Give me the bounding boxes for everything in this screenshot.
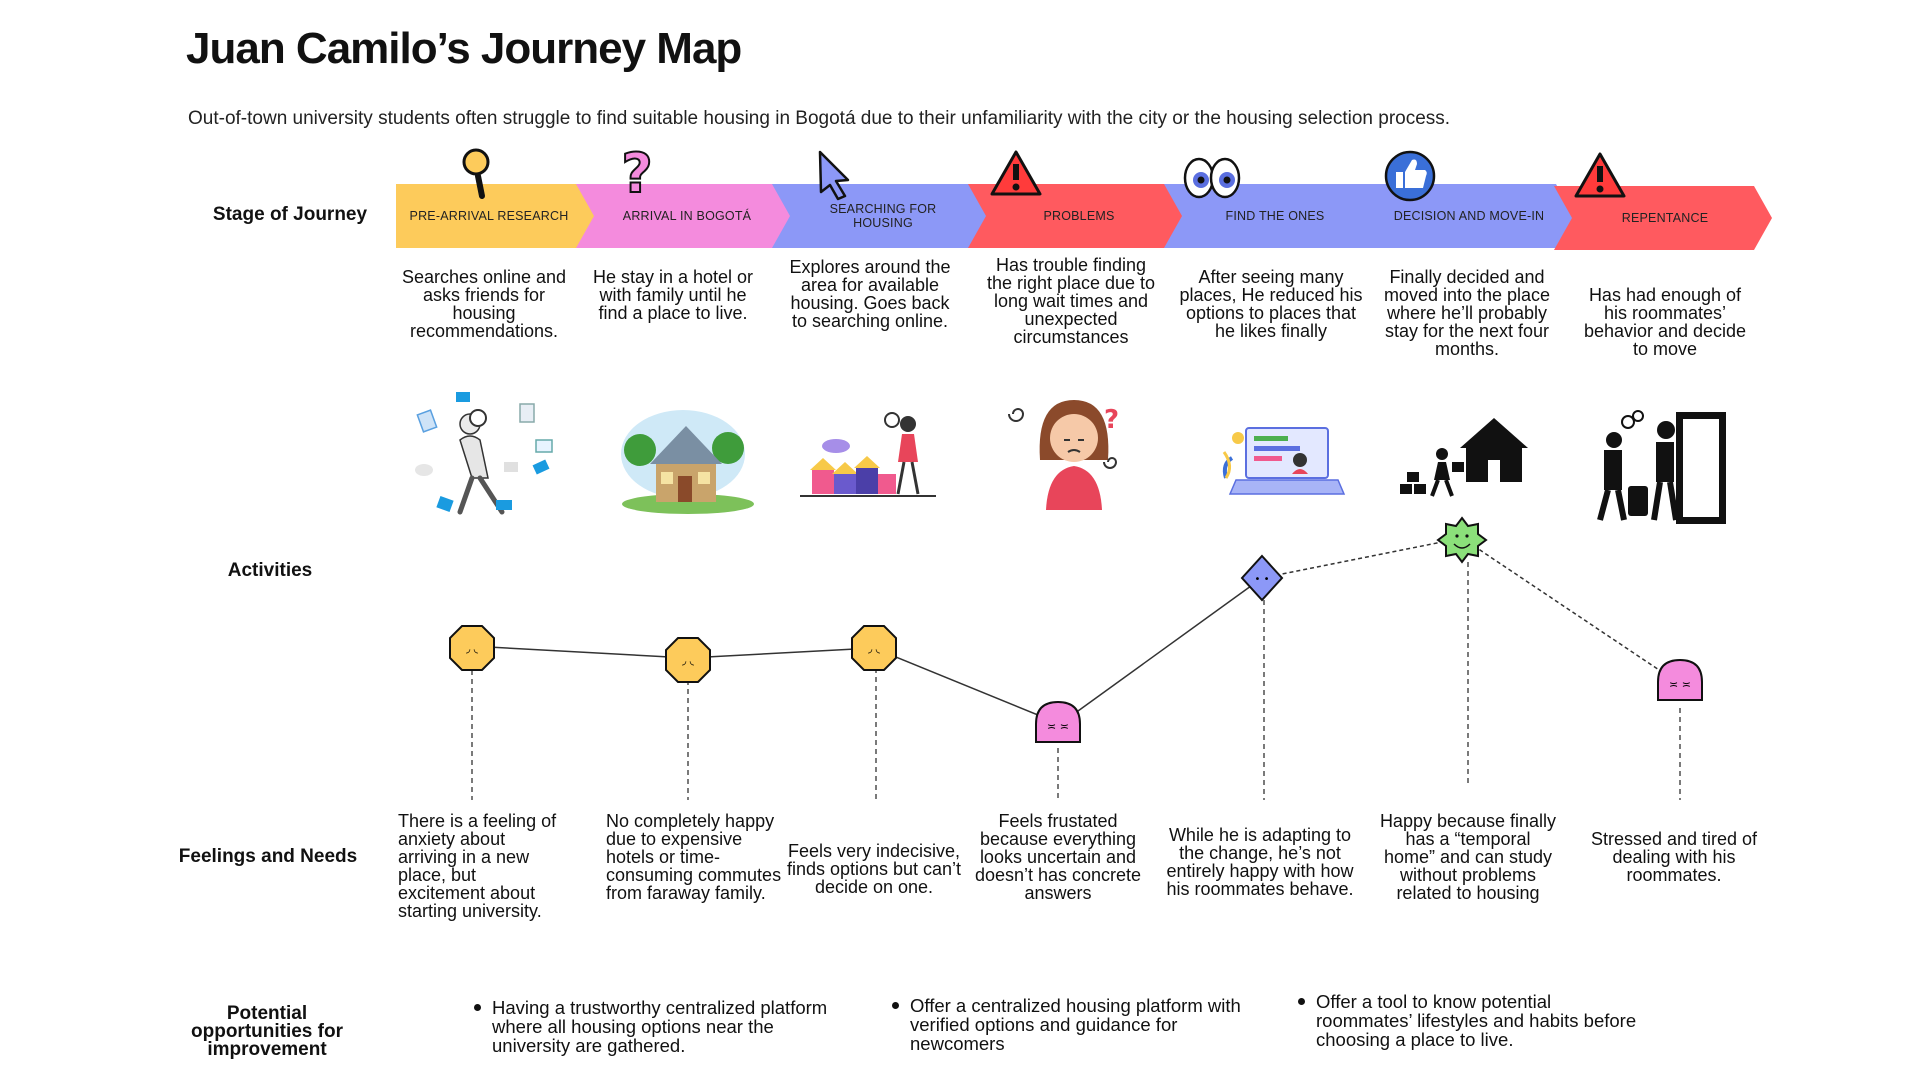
magnifier-icon	[462, 148, 490, 199]
svg-text:≍ ≍: ≍ ≍	[1669, 678, 1691, 691]
eyes-icon	[1183, 157, 1241, 199]
house-illustration	[621, 410, 754, 514]
thumbs-up-icon	[1384, 150, 1436, 202]
opportunity-item: Offer a centralized housing platform wit…	[888, 996, 1260, 1053]
svg-text:≍ ≍: ≍ ≍	[1047, 720, 1069, 733]
stage-arrow-1	[396, 184, 596, 248]
frustrated-face-icon: ≍ ≍	[1657, 658, 1703, 701]
opportunity-item: Having a trustworthy centralized platfor…	[470, 998, 832, 1055]
activity-text: Has had enough of his roommates’ behavio…	[1583, 285, 1747, 359]
warning-icon	[990, 150, 1042, 196]
activity-text: Has trouble finding the right place due …	[986, 255, 1156, 347]
row-label-opportunities: Potential opportunities for improvement	[191, 1003, 343, 1060]
stage-find-the-ones: FIND THE ONES	[1225, 209, 1325, 223]
stage-problems: PROBLEMS	[1043, 209, 1115, 223]
svg-text:◞ ◟: ◞ ◟	[465, 642, 479, 655]
feeling-text: Feels frustated because everything looks…	[974, 811, 1142, 903]
feeling-text: Happy because finally has a “temporal ho…	[1379, 811, 1557, 903]
svg-text:?: ?	[621, 142, 652, 205]
stage-pre-arrival: PRE-ARRIVAL RESEARCH	[409, 209, 569, 223]
activity-text: He stay in a hotel or with family until …	[592, 267, 754, 323]
activity-text: After seeing many places, He reduced his…	[1179, 267, 1363, 341]
stage-arrow-2	[576, 184, 792, 248]
svg-text:◞ ◟: ◞ ◟	[867, 642, 881, 655]
row-label-feelings: Feelings and Needs	[178, 846, 358, 867]
feeling-text: No completely happy due to expensive hot…	[606, 811, 782, 903]
exploring-illustration	[800, 412, 936, 497]
neutral-face-icon: • •	[1240, 554, 1284, 602]
svg-text:◞ ◟: ◞ ◟	[681, 654, 695, 667]
stage-arrow-4	[968, 184, 1184, 248]
feeling-text: There is a feeling of anxiety about arri…	[398, 811, 557, 921]
laptop-illustration	[1222, 427, 1346, 495]
activity-text: Finally decided and moved into the place…	[1383, 267, 1551, 359]
row-label-activities: Activities	[227, 560, 313, 581]
frustrated-face-icon: ≍ ≍	[1035, 700, 1081, 743]
activity-text: Searches online and asks friends for hou…	[401, 267, 567, 341]
page-subtitle: Out-of-town university students often st…	[188, 108, 1451, 129]
stage-arrival: ARRIVAL IN BOGOTÁ	[622, 209, 752, 223]
cursor-icon	[818, 150, 850, 201]
stage-arrow-7	[1554, 186, 1772, 250]
stage-arrow-3	[772, 184, 988, 248]
page-title: Juan Camilo’s Journey Map	[186, 24, 742, 73]
activity-text: Explores around the area for available h…	[789, 257, 951, 331]
feeling-text: While he is adapting to the change, he’s…	[1166, 825, 1354, 899]
researcher-illustration	[415, 392, 553, 515]
warning-icon	[1574, 152, 1626, 198]
row-label-stage: Stage of Journey	[212, 204, 368, 225]
opportunity-item: Offer a tool to know potential roommates…	[1294, 992, 1646, 1049]
stage-arrow-5	[1164, 184, 1378, 248]
moving-out-illustration	[1597, 410, 1726, 524]
anxious-face-icon: ◞ ◟	[449, 625, 495, 671]
moving-in-illustration	[1400, 418, 1528, 497]
happy-face-icon	[1436, 516, 1488, 564]
stage-decision: DECISION AND MOVE-IN	[1393, 209, 1545, 223]
feeling-text: Stressed and tired of dealing with his r…	[1590, 829, 1758, 885]
anxious-face-icon: ◞ ◟	[851, 625, 897, 671]
stressed-woman-illustration: ?	[1008, 400, 1119, 510]
stage-searching: SEARCHING FOR HOUSING	[829, 202, 937, 230]
anxious-face-icon: ◞ ◟	[665, 637, 711, 683]
feeling-text: Feels very indecisive, finds options but…	[786, 841, 962, 897]
stage-repentance: REPENTANCE	[1621, 211, 1709, 225]
svg-text:• •: • •	[1255, 574, 1270, 585]
question-mark-icon: ?	[620, 141, 653, 206]
svg-text:?: ?	[1104, 405, 1119, 435]
